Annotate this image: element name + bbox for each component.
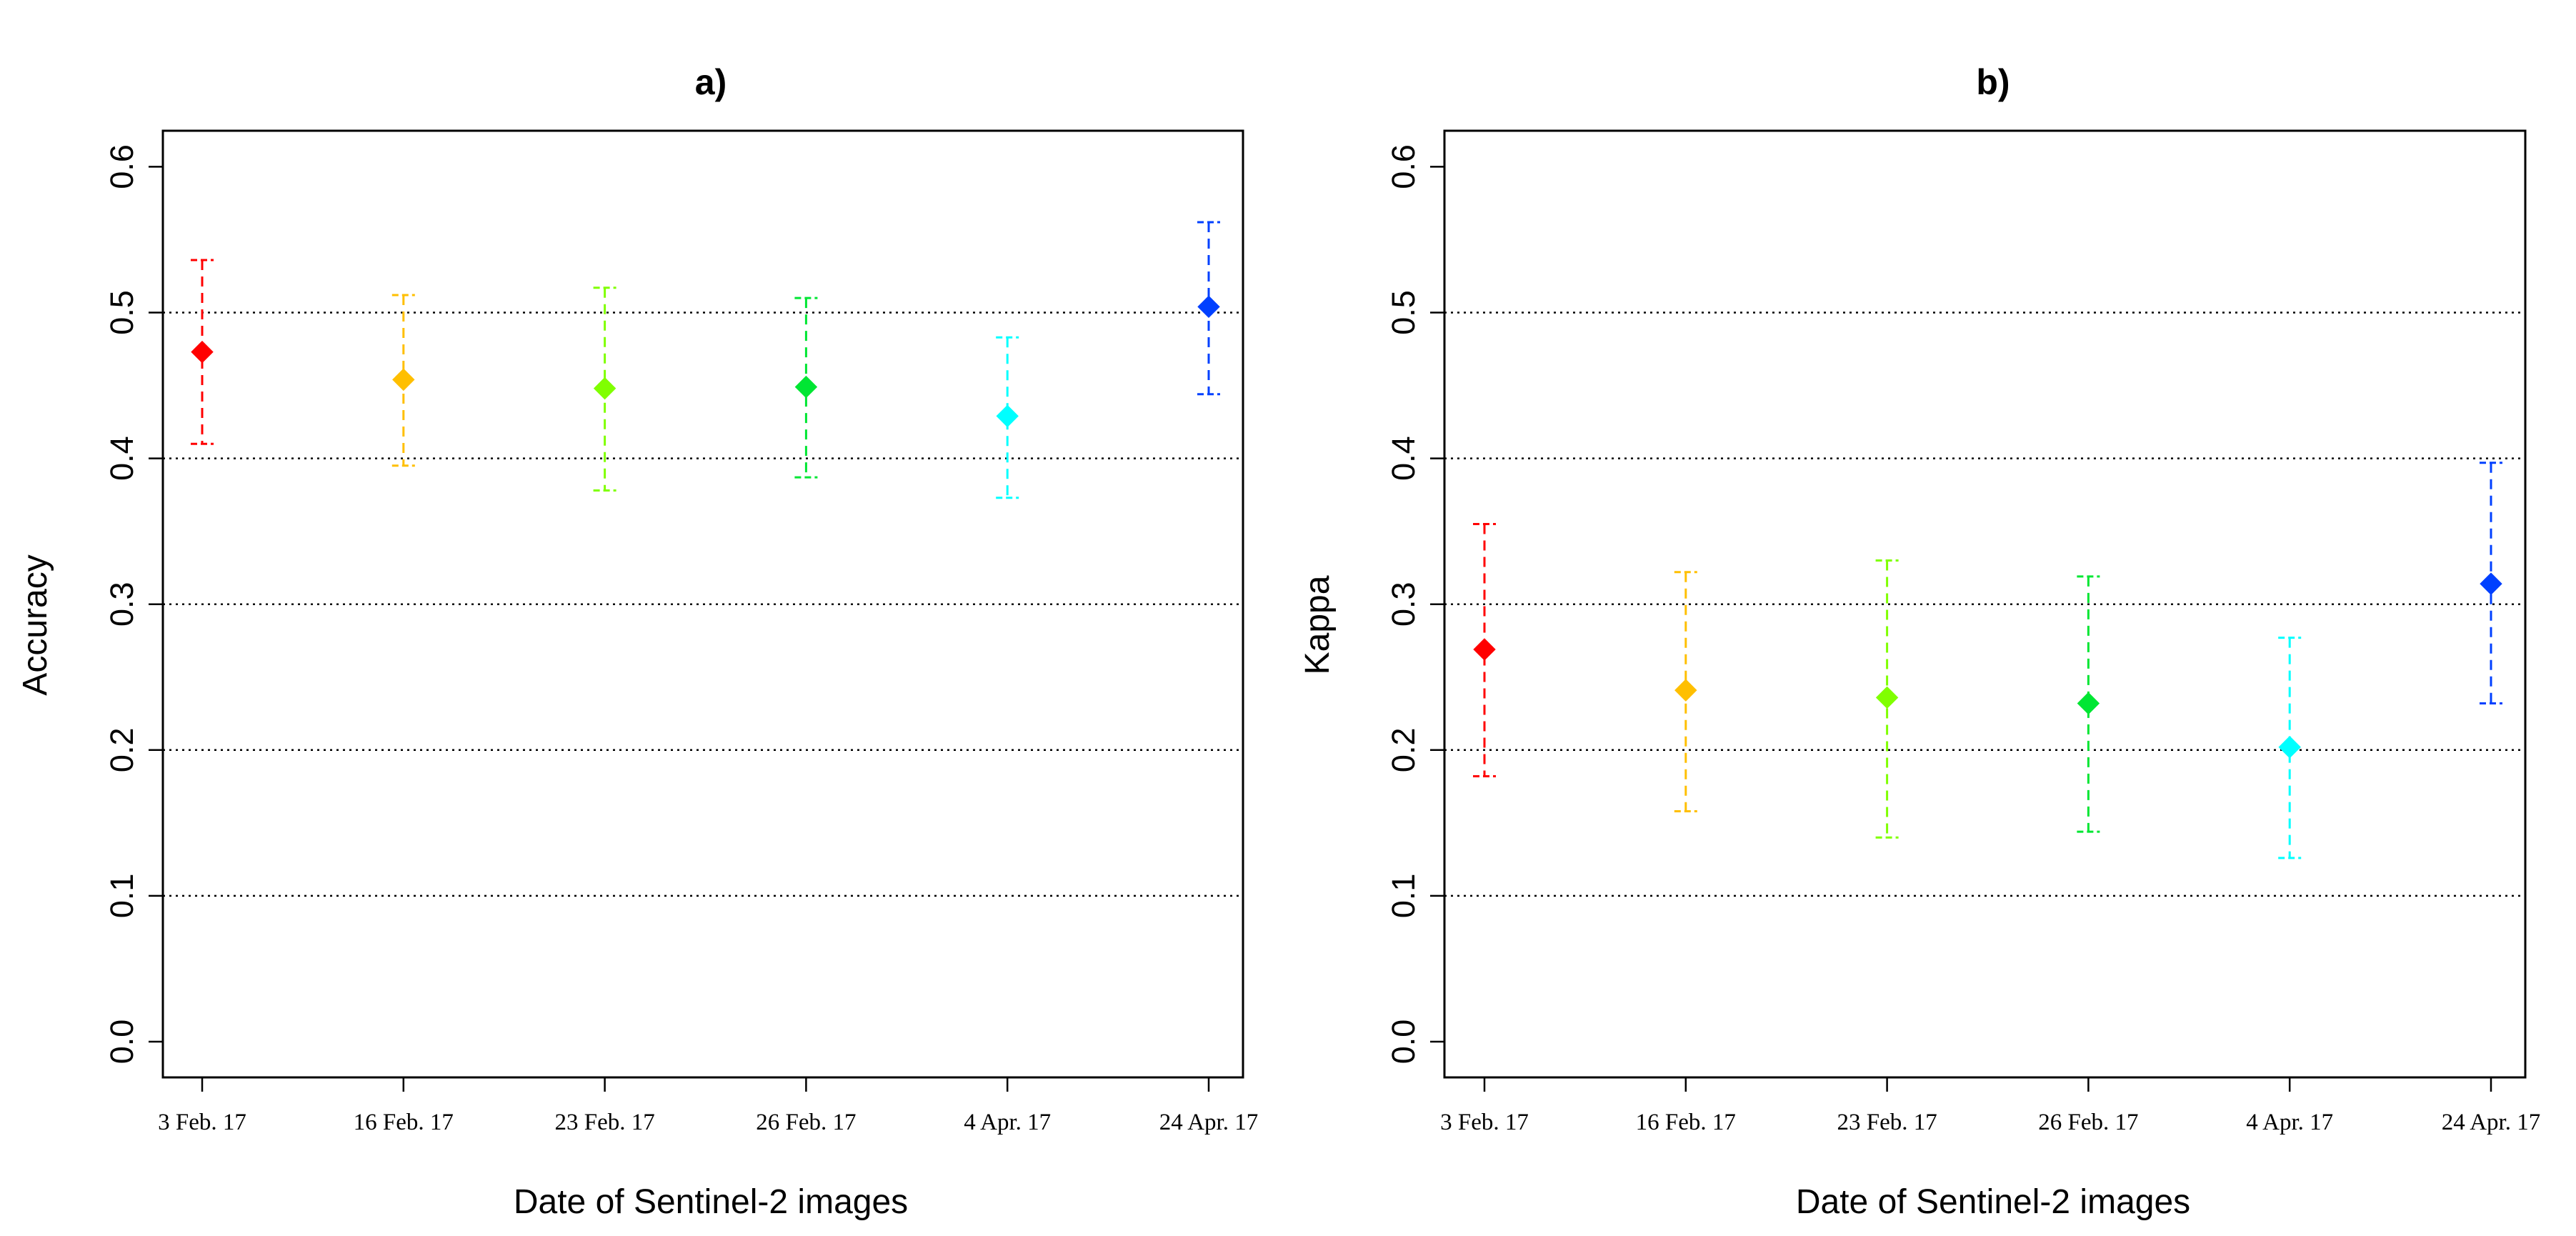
panel-a-ytick-label-0: 0.0: [104, 1020, 140, 1065]
panel-a-ytick-label-4: 0.4: [104, 436, 140, 481]
panel-a-plot-frame: [161, 129, 1244, 1079]
panel-b-point-3: [2077, 692, 2100, 715]
panel-b-xtick-label-4: 4 Apr. 17: [2246, 1110, 2333, 1135]
panel-a-ytick-label-6: 0.6: [104, 144, 140, 189]
panel-a-ytick-label-1: 0.1: [104, 874, 140, 919]
panel-a-gridlines: [163, 312, 1243, 897]
panel-a-ytick-label-5: 0.5: [104, 290, 140, 335]
panel-b-point-1: [1674, 679, 1697, 702]
panel-b: b) Kappa Date of Sentinel-2 images 0.00.…: [1299, 62, 2540, 1221]
panel-b-title: b): [1976, 62, 2010, 102]
panel-a-point-1: [392, 368, 415, 392]
panel-b-gridlines: [1444, 312, 2525, 897]
panel-a-title: a): [695, 62, 727, 102]
panel-a-xtick-label-2: 23 Feb. 17: [554, 1110, 654, 1135]
panel-b-ytick-label-3: 0.3: [1385, 582, 1422, 627]
panel-b-point-5: [2480, 572, 2502, 595]
panel-a-xtick-label-5: 24 Apr. 17: [1159, 1110, 1258, 1135]
panel-b-point-4: [2278, 736, 2301, 759]
panel-a-xtick-label-1: 16 Feb. 17: [354, 1110, 454, 1135]
panel-b-xtick-label-5: 24 Apr. 17: [2442, 1110, 2540, 1135]
panel-a-point-5: [1197, 295, 1220, 319]
panel-a: a) Accuracy Date of Sentinel-2 images 0.…: [16, 62, 1258, 1221]
panel-b-marks: [1473, 462, 2502, 859]
panel-b-errorbar-4: [2278, 637, 2302, 859]
panel-b-xtick-label-2: 23 Feb. 17: [1837, 1110, 1937, 1135]
panel-b-ylabel: Kappa: [1299, 575, 1337, 674]
panel-a-point-0: [191, 340, 214, 364]
panel-b-y-axis: 0.0 0.1 0.2 0.3 0.4 0.5 0.6: [1385, 144, 1444, 1064]
panel-a-point-4: [996, 404, 1019, 428]
panel-b-x-axis: 3 Feb. 17 16 Feb. 17 23 Feb. 17 26 Feb. 17 4…: [1440, 1076, 2540, 1135]
panel-a-ytick-label-3: 0.3: [104, 582, 140, 627]
panel-b-xtick-label-1: 16 Feb. 17: [1636, 1110, 1736, 1135]
panel-a-point-3: [794, 375, 818, 399]
panel-a-xtick-label-0: 3 Feb. 17: [158, 1110, 246, 1135]
panel-a-y-axis: 0.0 0.1 0.2 0.3 0.4 0.5 0.6: [104, 144, 163, 1064]
panel-b-xlabel: Date of Sentinel-2 images: [1796, 1183, 2190, 1221]
panel-b-ytick-label-5: 0.5: [1385, 290, 1422, 335]
panel-b-plot-frame: [1443, 129, 2527, 1079]
panel-b-point-0: [1473, 638, 1496, 661]
panel-a-ylabel: Accuracy: [16, 554, 54, 695]
panel-b-ytick-label-6: 0.6: [1385, 144, 1422, 189]
panel-b-ytick-label-1: 0.1: [1385, 874, 1422, 919]
panel-a-x-axis: 3 Feb. 17 16 Feb. 17 23 Feb. 17 26 Feb. 17 4…: [158, 1076, 1258, 1135]
panel-b-xtick-label-0: 3 Feb. 17: [1440, 1110, 1529, 1135]
panel-b-ytick-label-4: 0.4: [1385, 436, 1422, 481]
panel-a-errorbar-4: [996, 336, 1019, 499]
panel-b-ytick-label-0: 0.0: [1385, 1020, 1422, 1065]
panel-a-xtick-label-3: 26 Feb. 17: [756, 1110, 856, 1135]
panel-a-marks: [191, 221, 1220, 499]
panel-b-errorbar-0: [1473, 522, 1496, 778]
panel-b-point-2: [1875, 686, 1899, 709]
panel-b-ytick-label-2: 0.2: [1385, 728, 1422, 773]
panel-a-ytick-label-2: 0.2: [104, 728, 140, 773]
panel-a-xlabel: Date of Sentinel-2 images: [514, 1183, 908, 1221]
panel-a-xtick-label-4: 4 Apr. 17: [964, 1110, 1051, 1135]
panel-b-errorbar-3: [2077, 575, 2100, 833]
panel-a-point-2: [593, 377, 616, 400]
panel-b-xtick-label-3: 26 Feb. 17: [2038, 1110, 2138, 1135]
